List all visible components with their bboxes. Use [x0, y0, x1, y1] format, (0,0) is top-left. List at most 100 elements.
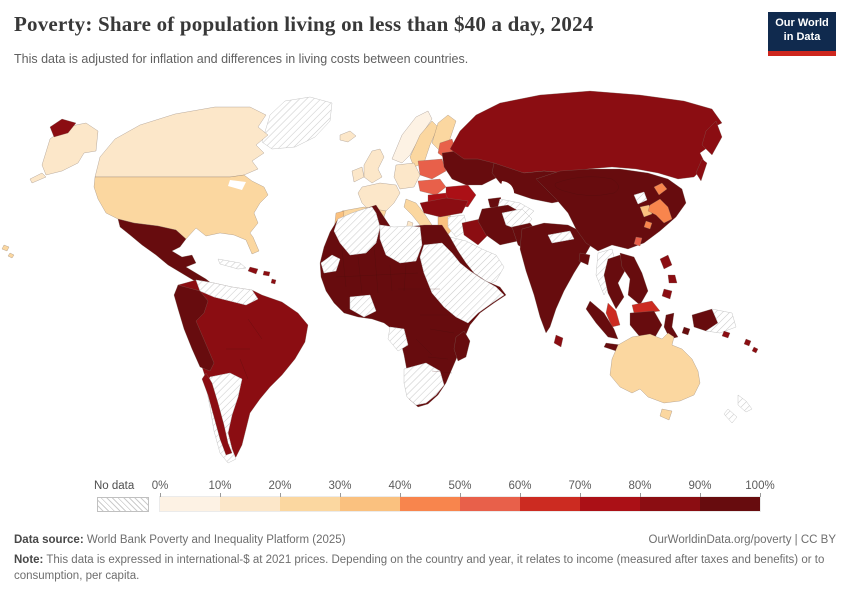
- map-region-hispaniola[interactable]: [247, 266, 259, 275]
- data-source-text: World Bank Poverty and Inequality Platfo…: [83, 534, 346, 546]
- legend-color-bar: [159, 496, 761, 512]
- map-region-norway[interactable]: [391, 110, 433, 164]
- owid-logo-line2: in Data: [783, 31, 821, 44]
- map-region-papua-new-guinea[interactable]: [705, 308, 737, 334]
- map-region-colombia-peru-ecuador[interactable]: [173, 284, 215, 372]
- map-region-japan-honshu[interactable]: [647, 198, 673, 224]
- data-source-label: Data source:: [14, 534, 84, 546]
- map-region-ireland[interactable]: [351, 166, 365, 183]
- legend-color-segment[interactable]: [340, 497, 400, 511]
- legend-color-segment[interactable]: [520, 497, 580, 511]
- map-region-north-korea[interactable]: [633, 191, 648, 205]
- map-region-uk[interactable]: [363, 148, 385, 184]
- map-region-sumatra[interactable]: [585, 300, 619, 340]
- map-region-hawaii[interactable]: [1, 244, 15, 259]
- world-choropleth-map: [0, 86, 850, 478]
- legend-tick-mark: [400, 493, 401, 497]
- legend-tick-mark: [160, 493, 161, 497]
- map-region-sakhalin[interactable]: [695, 158, 708, 182]
- legend-tick-label: 40%: [388, 480, 412, 492]
- map-region-turkey[interactable]: [419, 197, 469, 218]
- map-region-algeria[interactable]: [333, 206, 381, 256]
- legend-no-data-swatch[interactable]: [97, 497, 149, 512]
- map-region-malaysia-peninsula[interactable]: [605, 302, 621, 328]
- chart-footer: Data source: World Bank Poverty and Ineq…: [14, 532, 836, 585]
- map-region-southern-africa[interactable]: [403, 362, 445, 406]
- map-region-new-zealand-south[interactable]: [723, 408, 738, 424]
- legend-color-segment[interactable]: [160, 497, 220, 511]
- map-region-syria-levant[interactable]: [447, 214, 469, 238]
- map-region-tasmania[interactable]: [659, 408, 673, 421]
- legend-no-data-label: No data: [94, 480, 135, 492]
- owid-logo[interactable]: Our World in Data: [768, 12, 836, 56]
- legend-color-segment[interactable]: [280, 497, 340, 511]
- map-region-philippines-north[interactable]: [659, 254, 673, 270]
- map-region-bangladesh[interactable]: [578, 252, 591, 266]
- legend-tick-mark: [640, 493, 641, 497]
- chart-subtitle: This data is adjusted for inflation and …: [14, 52, 469, 66]
- map-region-greenland[interactable]: [261, 96, 333, 150]
- legend-tick-mark: [280, 493, 281, 497]
- legend-color-segment[interactable]: [580, 497, 640, 511]
- map-region-gabon-congo[interactable]: [387, 326, 409, 352]
- legend-color-segment[interactable]: [460, 497, 520, 511]
- map-region-puerto-rico[interactable]: [262, 270, 271, 277]
- map-region-sulawesi[interactable]: [663, 312, 679, 340]
- map-region-australia[interactable]: [609, 332, 701, 404]
- map-region-cote-divoire-ghana[interactable]: [349, 294, 377, 318]
- map-region-sri-lanka[interactable]: [553, 334, 564, 348]
- map-region-japan-kyushu[interactable]: [643, 220, 653, 230]
- map-region-china-mongolia[interactable]: [535, 168, 687, 252]
- map-region-sudan-horn-of-africa[interactable]: [419, 242, 505, 324]
- map-region-cuba[interactable]: [217, 258, 247, 270]
- map-region-fiji[interactable]: [743, 338, 752, 347]
- legend-tick-label: 100%: [745, 480, 775, 492]
- map-region-japan-hokkaido[interactable]: [653, 182, 668, 196]
- map-region-vietnam-laos-cambodia[interactable]: [619, 252, 649, 306]
- map-region-iceland[interactable]: [339, 130, 357, 143]
- legend-tick-label: 80%: [628, 480, 652, 492]
- legend-color-segment[interactable]: [220, 497, 280, 511]
- map-region-solomon-islands[interactable]: [721, 330, 731, 339]
- map-region-new-zealand-north[interactable]: [737, 394, 753, 413]
- map-region-czechia-hungary[interactable]: [417, 178, 447, 196]
- map-region-madagascar[interactable]: [453, 330, 471, 362]
- map-region-libya[interactable]: [379, 224, 423, 264]
- legend-tick-label: 0%: [151, 480, 169, 492]
- map-region-philippines-south[interactable]: [661, 288, 673, 300]
- map-region-kamchatka[interactable]: [701, 120, 723, 156]
- legend-tick-mark: [700, 493, 701, 497]
- map-region-moluccas[interactable]: [681, 326, 691, 336]
- legend-color-segment[interactable]: [400, 497, 460, 511]
- page-title: Poverty: Share of population living on l…: [14, 12, 594, 36]
- legend-tick-label: 70%: [568, 480, 592, 492]
- map-region-canada[interactable]: [94, 106, 269, 178]
- map-region-philippines-central[interactable]: [667, 274, 678, 284]
- legend-tick-label: 30%: [328, 480, 352, 492]
- note-line: Note: This data is expressed in internat…: [14, 552, 836, 585]
- legend-tick-mark: [520, 493, 521, 497]
- map-region-taiwan[interactable]: [633, 236, 643, 247]
- map-region-vanuatu[interactable]: [751, 346, 759, 354]
- owid-license-link[interactable]: OurWorldinData.org/poverty | CC BY: [648, 534, 836, 546]
- legend-color-segment[interactable]: [640, 497, 700, 511]
- map-region-malaysia-borneo[interactable]: [631, 300, 661, 314]
- note-text: This data is expressed in international-…: [14, 553, 825, 583]
- map-region-poland[interactable]: [417, 158, 447, 180]
- map-region-germany-central-europe[interactable]: [393, 162, 421, 190]
- country-borders-overlay: [226, 176, 619, 380]
- map-region-western-sahara[interactable]: [320, 254, 341, 274]
- map-region-chukotka[interactable]: [49, 118, 77, 138]
- map-region-france[interactable]: [357, 182, 401, 214]
- legend-tick-label: 10%: [208, 480, 232, 492]
- map-region-lesser-antilles[interactable]: [270, 278, 277, 285]
- map-region-venezuela-guyanas[interactable]: [195, 279, 259, 306]
- map-region-aleutians[interactable]: [29, 172, 47, 184]
- map-region-nepal[interactable]: [547, 230, 575, 244]
- legend-tick-mark: [460, 493, 461, 497]
- legend-color-segment[interactable]: [700, 497, 760, 511]
- map-region-chile[interactable]: [201, 372, 233, 456]
- map-legend: No data 0% 10% 20% 30% 40% 50% 60% 70% 80% 90% 100…: [0, 478, 850, 516]
- note-label: Note:: [14, 553, 44, 566]
